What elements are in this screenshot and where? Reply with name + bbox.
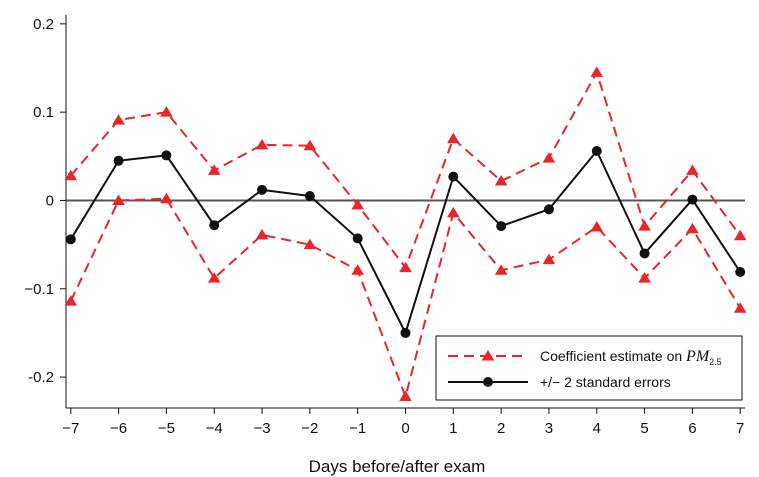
data-point-lower [638,272,651,283]
y-tick-label: 0.1 [33,104,54,121]
data-point-upper [542,152,556,163]
y-tick-label: 0.2 [33,16,54,33]
x-tick-label: −1 [349,420,366,437]
data-point-upper [590,66,604,77]
x-tick-label: 6 [688,420,696,437]
x-tick-label: 1 [449,420,457,437]
data-point-estimate [496,221,507,232]
data-point-upper [112,114,125,125]
data-point-lower [255,228,269,240]
legend-label-estimate: +/− 2 standard errors [540,374,671,390]
x-tick-label: 2 [497,420,505,437]
data-point-upper [686,164,699,175]
data-point-upper [638,220,651,231]
data-point-estimate [400,327,411,338]
data-point-upper [303,139,317,151]
x-tick-label: −7 [62,420,79,437]
data-point-estimate [543,204,554,215]
axes: -0.2 −0.1 0 0.1 0.2 −7 −6 −5 −4 −3 −2 −1 0 1 2 3 4 5 6 7 [24,15,745,437]
data-point-lower [590,220,604,232]
data-point-lower [399,390,412,402]
data-point-lower [447,206,460,218]
data-point-lower [733,302,747,313]
x-tick-label: 5 [640,420,648,437]
x-tick-label: −2 [301,420,318,437]
data-point-upper [399,261,412,273]
legend-label-upper: Coefficient estimate on PM2.5 [540,348,722,367]
data-point-estimate [209,220,220,231]
legend: Coefficient estimate on PM2.5 +/− 2 stand… [435,335,743,401]
data-point-estimate [257,184,268,195]
data-point-lower [542,253,556,265]
x-tick-label: 7 [736,420,744,437]
x-tick-label: −6 [110,420,127,437]
data-point-estimate [65,234,76,245]
x-tick-label: −5 [158,420,175,437]
data-point-estimate [591,146,602,157]
data-point-upper [64,169,78,181]
data-point-upper [351,198,364,210]
legend-marker-estimate [483,377,493,387]
data-point-estimate [161,150,172,161]
y-tick-label: 0 [46,192,54,209]
plot-area [64,66,747,402]
data-point-lower [207,272,221,283]
data-point-lower [494,264,508,275]
data-point-estimate [113,155,124,166]
series-line-estimate [69,150,742,334]
x-tick-label: 4 [593,420,601,437]
data-point-estimate [448,171,459,182]
x-tick-label: −3 [253,420,270,437]
data-point-lower [686,222,699,234]
data-point-estimate [639,248,650,259]
data-point-estimate [735,266,746,277]
data-point-upper [733,229,747,241]
data-point-estimate [304,191,315,202]
series-line-upper [70,71,742,269]
data-point-upper [160,106,173,117]
data-point-upper [207,164,221,175]
data-point-lower [351,264,364,275]
data-point-lower [64,295,78,306]
legend-box [435,335,743,401]
x-axis-title: Days before/after exam [309,457,486,476]
x-tick-label: −4 [206,420,223,437]
y-tick-label: -0.2 [28,369,54,386]
data-point-estimate [687,194,698,205]
y-tick-label: −0.1 [24,281,54,298]
data-point-lower [303,238,317,250]
data-point-lower [112,194,125,205]
data-point-estimate [352,233,363,244]
data-point-upper [255,138,269,150]
legend-marker-upper [481,350,495,361]
data-point-lower [160,192,173,204]
data-point-upper [447,132,460,144]
data-point-upper [494,175,508,186]
x-tick-label: 0 [401,420,409,437]
x-tick-label: 3 [545,420,553,437]
